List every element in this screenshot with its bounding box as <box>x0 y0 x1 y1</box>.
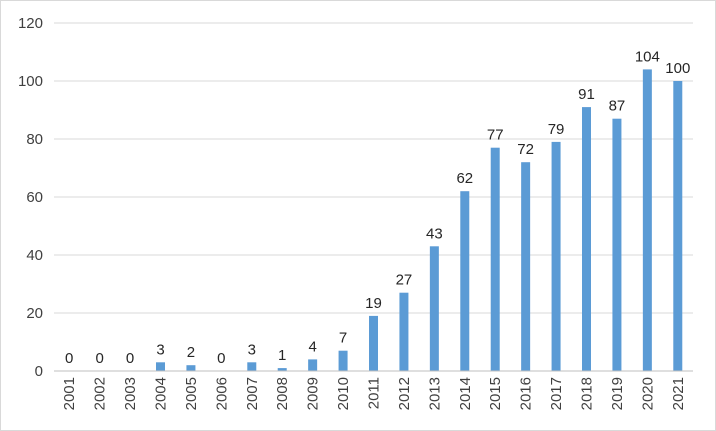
x-tick-label-2011: 2011 <box>366 377 383 409</box>
x-tick-label-2015: 2015 <box>487 377 504 410</box>
y-tick-label: 20 <box>26 305 43 322</box>
bar-2020 <box>642 69 652 372</box>
data-label-2014: 62 <box>456 170 473 187</box>
data-label-2018: 91 <box>578 86 595 103</box>
x-tick-label-2007: 2007 <box>244 377 261 410</box>
x-tick-label-2006: 2006 <box>213 377 230 410</box>
x-tick-label-2004: 2004 <box>153 377 170 410</box>
bar-2012 <box>399 292 409 371</box>
data-label-2002: 0 <box>95 350 103 367</box>
x-tick-label-2017: 2017 <box>548 377 565 410</box>
x-tick-label-2002: 2002 <box>92 377 109 410</box>
x-axis-ticks: 2001 2002 2003 2004 2005 2006 2007 2008 2009 2010… <box>61 377 687 410</box>
gridlines <box>54 22 693 314</box>
x-tick-label-2001: 2001 <box>61 377 78 410</box>
bar-2008 <box>277 368 287 371</box>
x-tick-label-2016: 2016 <box>518 377 535 410</box>
bars <box>156 69 683 372</box>
data-label-2012: 27 <box>396 272 413 289</box>
bar-2007 <box>247 362 257 371</box>
x-tick-label-2009: 2009 <box>305 377 322 410</box>
data-label-2016: 72 <box>517 141 534 158</box>
x-tick-label-2003: 2003 <box>122 377 139 410</box>
data-label-2020: 104 <box>635 48 660 65</box>
bar-2009 <box>308 359 318 371</box>
bar-2018 <box>582 107 591 371</box>
x-tick-label-2014: 2014 <box>457 377 474 410</box>
bar-2010 <box>338 350 348 371</box>
x-tick-label-2020: 2020 <box>639 377 656 410</box>
data-label-2015: 77 <box>487 127 504 144</box>
bar-2021 <box>673 81 683 371</box>
data-label-2017: 79 <box>548 121 565 138</box>
bar-2019 <box>612 118 622 371</box>
data-label-2021: 100 <box>665 60 690 77</box>
y-tick-label: 80 <box>26 131 43 148</box>
data-label-2008: 1 <box>278 347 286 364</box>
bar-2005 <box>186 365 196 371</box>
bar-2016 <box>521 162 531 371</box>
bar-2004 <box>156 362 165 371</box>
x-tick-label-2019: 2019 <box>609 377 626 410</box>
data-label-2010: 7 <box>339 330 347 347</box>
data-label-2006: 0 <box>217 350 225 367</box>
data-label-2003: 0 <box>126 350 134 367</box>
y-axis-ticks: 0 20 40 60 80 100 120 <box>18 15 43 380</box>
bar-2015 <box>490 147 500 371</box>
bar-2017 <box>551 141 561 371</box>
data-label-2001: 0 <box>65 350 73 367</box>
data-label-2019: 87 <box>609 98 626 115</box>
data-label-2004: 3 <box>156 341 164 358</box>
data-label-2009: 4 <box>308 338 316 355</box>
x-tick-label-2010: 2010 <box>335 377 352 410</box>
x-tick-label-2012: 2012 <box>396 377 413 410</box>
x-tick-label-2013: 2013 <box>426 377 443 410</box>
y-tick-label: 40 <box>26 247 43 264</box>
data-label-2005: 2 <box>187 344 195 361</box>
y-tick-label: 60 <box>26 189 43 206</box>
bar-2014 <box>460 191 470 371</box>
y-tick-label: 0 <box>35 363 43 380</box>
x-tick-label-2018: 2018 <box>579 377 596 410</box>
y-tick-label: 120 <box>18 15 43 32</box>
data-label-2013: 43 <box>426 225 443 242</box>
x-tick-label-2005: 2005 <box>183 377 200 410</box>
data-label-2007: 3 <box>248 341 256 358</box>
x-tick-label-2021: 2021 <box>670 377 687 410</box>
bar-2011 <box>369 315 378 371</box>
data-label-2011: 19 <box>365 295 382 312</box>
x-tick-label-2008: 2008 <box>274 377 291 410</box>
data-labels: 0 0 0 3 2 0 3 1 4 7 19 27 43 62 77 72 79 91 87 104 100 <box>65 48 690 367</box>
y-tick-label: 100 <box>18 73 43 90</box>
bar-2013 <box>429 246 439 371</box>
